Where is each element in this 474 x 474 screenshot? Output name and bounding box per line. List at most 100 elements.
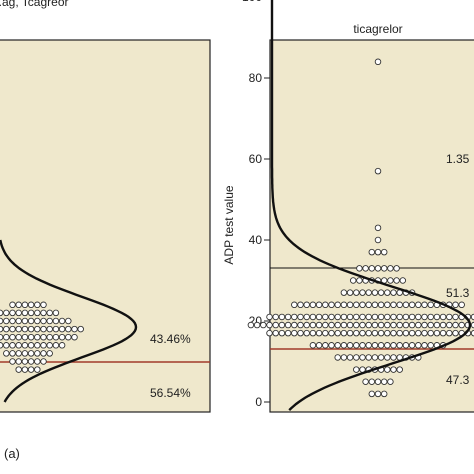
- data-point: [334, 342, 341, 349]
- data-point: [253, 321, 261, 329]
- data-point: [15, 342, 22, 349]
- data-point: [349, 277, 357, 284]
- right-pct-middle: 51.3: [446, 286, 470, 300]
- data-point: [58, 325, 66, 333]
- data-point: [27, 350, 35, 357]
- data-point: [353, 329, 360, 337]
- data-point: [15, 301, 22, 309]
- data-point: [408, 321, 416, 329]
- data-point: [439, 313, 447, 321]
- data-point: [52, 309, 60, 317]
- data-point: [368, 378, 376, 386]
- data-point: [322, 342, 329, 349]
- data-point: [71, 325, 78, 333]
- left-dot-group: [0, 301, 84, 373]
- data-point: [65, 333, 72, 341]
- data-point: [340, 289, 348, 296]
- data-point: [58, 342, 66, 349]
- data-point: [21, 309, 29, 317]
- data-point: [278, 313, 286, 321]
- data-point: [427, 329, 434, 337]
- data-point: [421, 313, 428, 321]
- right-pct-top: 1.35: [446, 152, 470, 166]
- y-tick-label: 100: [242, 0, 262, 4]
- data-point: [315, 321, 323, 329]
- data-point: [390, 321, 397, 329]
- data-point: [433, 329, 441, 337]
- data-point: [374, 58, 382, 66]
- data-point: [353, 366, 360, 373]
- data-point: [315, 301, 323, 309]
- data-point: [402, 313, 410, 321]
- data-point: [15, 309, 22, 317]
- data-point: [34, 366, 41, 373]
- data-point: [346, 289, 354, 296]
- data-point: [52, 333, 60, 341]
- data-point: [21, 342, 29, 349]
- data-point: [9, 350, 16, 357]
- data-point: [377, 342, 385, 349]
- data-point: [380, 265, 388, 272]
- data-point: [9, 342, 16, 349]
- data-point: [3, 317, 10, 325]
- data-point: [365, 313, 372, 321]
- data-point: [390, 329, 397, 337]
- data-point: [374, 390, 382, 398]
- data-point: [27, 325, 35, 333]
- data-point: [260, 321, 267, 329]
- data-point: [340, 329, 348, 337]
- data-point: [446, 321, 453, 329]
- data-point: [272, 321, 279, 329]
- data-point: [15, 350, 22, 357]
- data-point: [359, 342, 366, 349]
- data-point: [0, 309, 4, 317]
- data-point: [359, 329, 366, 337]
- y-tick-label: 40: [249, 233, 263, 247]
- data-point: [15, 333, 22, 341]
- data-point: [291, 301, 298, 309]
- data-point: [58, 333, 66, 341]
- data-point: [384, 301, 391, 309]
- y-tick-label: 0: [255, 395, 262, 409]
- data-point: [21, 301, 29, 309]
- data-point: [402, 321, 410, 329]
- data-point: [291, 329, 298, 337]
- data-point: [346, 354, 354, 361]
- data-point: [368, 265, 376, 272]
- data-point: [415, 329, 422, 337]
- data-point: [9, 358, 16, 365]
- data-point: [284, 313, 292, 321]
- data-point: [322, 301, 329, 309]
- data-point: [427, 301, 434, 309]
- data-point: [0, 325, 4, 333]
- data-point: [390, 342, 397, 349]
- data-point: [3, 350, 10, 357]
- data-point: [15, 358, 22, 365]
- data-point: [415, 301, 422, 309]
- data-point: [34, 358, 41, 365]
- data-point: [247, 321, 255, 329]
- data-point: [315, 342, 323, 349]
- data-point: [415, 342, 422, 349]
- data-point: [390, 354, 397, 361]
- y-axis: 020406080100120: [242, 0, 270, 409]
- data-point: [291, 321, 298, 329]
- data-point: [3, 325, 10, 333]
- data-point: [21, 366, 29, 373]
- data-point: [266, 329, 273, 337]
- data-point: [421, 342, 428, 349]
- data-point: [356, 265, 363, 272]
- right-dot-group: [247, 58, 474, 398]
- data-point: [328, 329, 335, 337]
- data-point: [21, 317, 29, 325]
- data-point: [34, 325, 41, 333]
- data-point: [40, 317, 47, 325]
- data-point: [380, 390, 388, 398]
- data-point: [309, 313, 317, 321]
- data-point: [393, 277, 400, 284]
- data-point: [65, 325, 72, 333]
- data-point: [359, 301, 366, 309]
- data-point: [3, 333, 10, 341]
- data-point: [387, 378, 394, 386]
- data-point: [27, 342, 35, 349]
